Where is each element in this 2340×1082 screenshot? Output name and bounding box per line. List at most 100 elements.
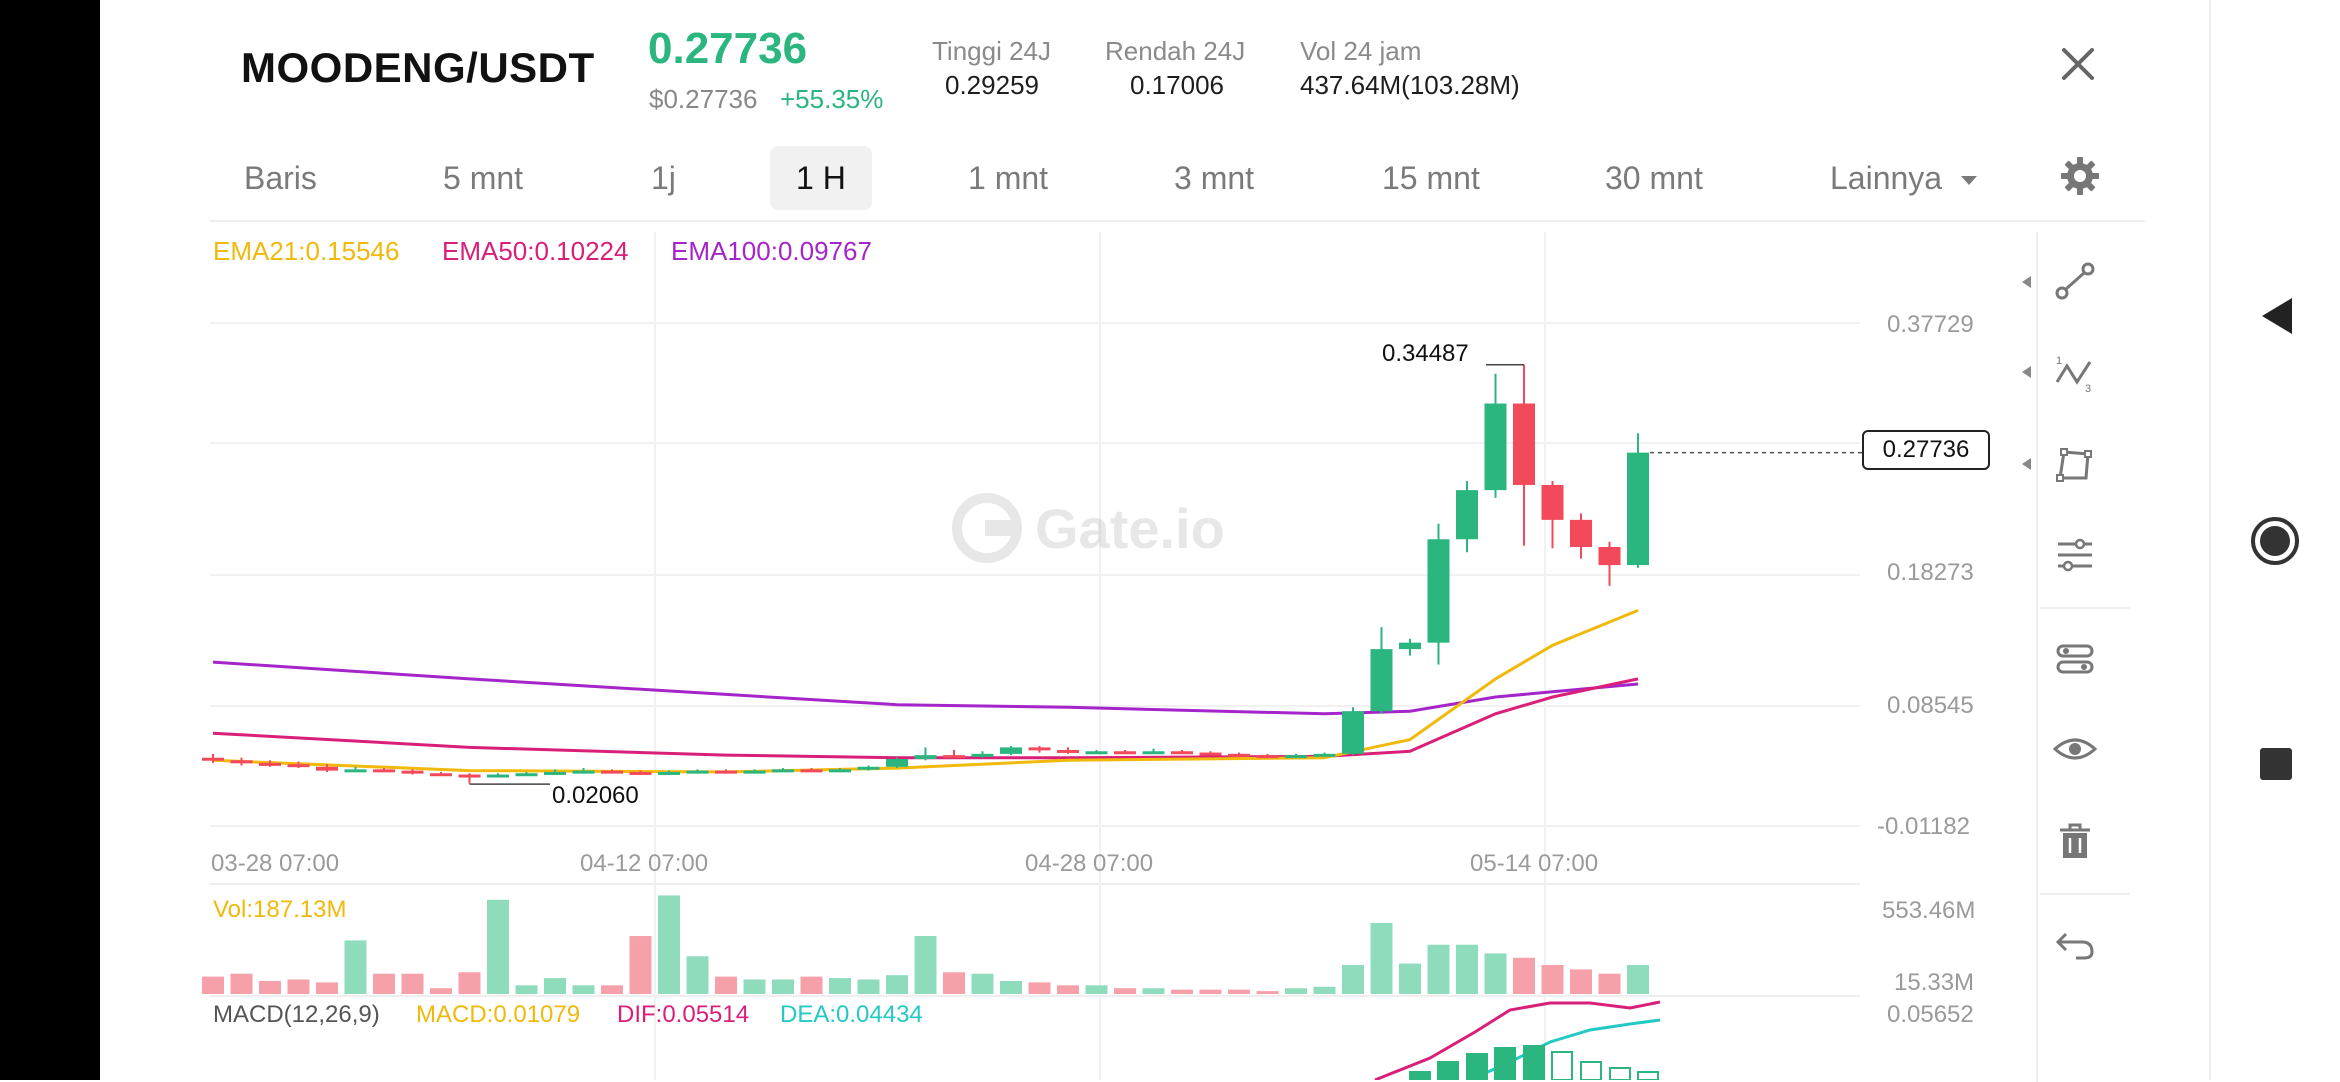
expand-caret-icon[interactable] (2022, 276, 2031, 288)
candle-body (1627, 452, 1649, 566)
dif-line (1374, 1000, 1661, 1080)
eye-icon[interactable] (2052, 726, 2098, 772)
candle-body (1513, 403, 1535, 485)
volume-bar (1285, 988, 1307, 994)
price-usd: $0.27736 (649, 84, 758, 114)
candle-body (373, 769, 395, 773)
svg-text:1: 1 (2056, 355, 2062, 367)
macd-legend: MACD(12,26,9) (213, 1001, 380, 1028)
price-change: +55.35% (780, 84, 884, 114)
candle-body (430, 773, 452, 777)
stat-vol-value: 437.64M(103.28M) (1300, 70, 1520, 100)
candle-body (857, 766, 880, 770)
macd-histogram-bar (1551, 1051, 1573, 1080)
left-black-bar (0, 0, 100, 1080)
caret-down-icon (1960, 176, 1977, 186)
candle-body (658, 771, 680, 775)
tab-3m[interactable]: 3 mnt (1174, 160, 1255, 196)
volume-bar (259, 980, 281, 994)
low-label: 0.02060 (552, 782, 639, 809)
volume-bar (743, 979, 766, 994)
candle-body (886, 759, 908, 767)
volume-bar (715, 976, 737, 994)
dif-value: DIF:0.05514 (617, 1001, 750, 1028)
candle-body (1598, 547, 1621, 566)
volume-bar (1000, 980, 1022, 994)
nav-back-icon[interactable] (2258, 295, 2296, 337)
macd-histogram-bar (1580, 1061, 1602, 1080)
nav-home-icon[interactable] (2250, 516, 2300, 566)
expand-caret-icon[interactable] (2022, 366, 2031, 378)
link-tool-icon[interactable] (2052, 636, 2098, 682)
high-label: 0.34487 (1382, 340, 1469, 367)
y-tick-3: 0.08545 (1887, 692, 1974, 719)
dea-value: DEA:0.04434 (780, 1001, 923, 1028)
x-tick-1: 03-28 07:00 (211, 850, 340, 877)
tab-more-label: Lainnya (1830, 160, 1943, 196)
candle-body (572, 770, 595, 774)
candle-body (1541, 484, 1564, 520)
y-tick-4: -0.01182 (1877, 813, 1970, 840)
tab-baris[interactable]: Baris (244, 160, 317, 196)
candle-body (1142, 751, 1165, 755)
ema50-line (212, 677, 1639, 760)
tab-more[interactable]: Lainnya (1830, 156, 1977, 200)
tab-1m[interactable]: 1 mnt (968, 160, 1049, 196)
volume-bar (800, 976, 823, 994)
candle-body (1199, 752, 1222, 756)
last-price-tag: 0.27736 (1862, 430, 1990, 470)
volume-bar (1142, 988, 1165, 994)
undo-icon[interactable] (2052, 922, 2098, 968)
volume-bar (1513, 957, 1535, 994)
ema100-line (212, 660, 1639, 716)
candle-body (316, 766, 338, 771)
trash-icon[interactable] (2052, 818, 2098, 864)
tab-15m[interactable]: 15 mnt (1382, 160, 1480, 196)
close-icon[interactable] (2058, 44, 2098, 84)
trendline-tool-icon[interactable] (2052, 258, 2098, 304)
stat-vol-label: Vol 24 jam (1300, 36, 1422, 66)
tab-5m[interactable]: 5 mnt (443, 160, 524, 196)
macd-tick: 0.05652 (1887, 1001, 1974, 1028)
macd-histogram-bar (1494, 1047, 1516, 1080)
volume-bar (886, 975, 908, 994)
tab-1h[interactable]: 1 H (770, 146, 872, 210)
volume-bar (401, 973, 424, 994)
macd-histogram-bar (1437, 1061, 1459, 1080)
volume-bar (1427, 944, 1450, 994)
volume-bar (686, 956, 709, 994)
candle-body (1256, 755, 1279, 759)
volume-bar (914, 936, 937, 994)
candle-body (1285, 755, 1307, 759)
nav-recents-icon[interactable] (2260, 748, 2292, 780)
volume-bar (1484, 953, 1507, 994)
candle-body (344, 769, 367, 773)
tab-1j[interactable]: 1j (651, 160, 676, 196)
volume-bar (1228, 989, 1250, 994)
candle-body (1171, 751, 1193, 755)
volume-bar (544, 978, 566, 994)
volume-bar (202, 976, 224, 994)
volume-bar (487, 899, 509, 994)
candle-body (1228, 753, 1250, 757)
volume-bar (572, 985, 595, 994)
ema50-legend: EMA50:0.10224 (442, 236, 629, 266)
x-tick-2: 04-12 07:00 (580, 850, 709, 877)
x-tick-3: 04-28 07:00 (1025, 850, 1154, 877)
panel-edge (2209, 0, 2211, 1080)
volume-bar (1085, 985, 1108, 994)
candle-body (544, 771, 566, 775)
candle-body (1028, 747, 1051, 751)
volume-bar (658, 895, 680, 994)
volume-bar (601, 985, 623, 994)
macd-value: MACD:0.01079 (416, 1001, 581, 1028)
expand-caret-icon[interactable] (2022, 458, 2031, 470)
tab-30m[interactable]: 30 mnt (1605, 160, 1703, 196)
fib-tool-icon[interactable] (2052, 532, 2098, 578)
shape-tool-icon[interactable] (2052, 442, 2098, 488)
gear-icon[interactable] (2058, 154, 2102, 198)
volume-bar (1114, 988, 1136, 994)
volume-bar (1370, 922, 1393, 994)
